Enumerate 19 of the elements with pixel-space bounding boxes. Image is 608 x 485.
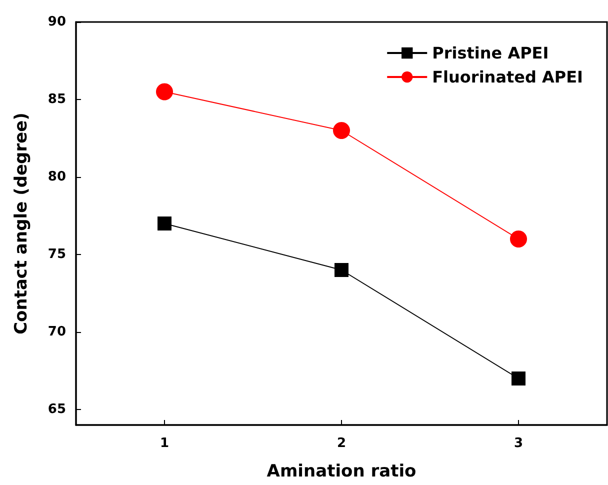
y-axis-title: Contact angle (degree) <box>12 112 32 334</box>
point <box>512 372 526 386</box>
x-axis-title: Amination ratio <box>266 462 416 482</box>
point <box>510 230 527 248</box>
y-tick-label: 65 <box>48 402 66 417</box>
x-tick-label: 3 <box>514 436 524 451</box>
y-tick-label: 85 <box>48 92 66 107</box>
y-tick-label: 80 <box>48 170 66 184</box>
point <box>156 83 173 100</box>
legend-label: Fluorinated APEI <box>432 68 583 86</box>
legend-label: Pristine APEI <box>432 44 549 62</box>
y-tick-label: 90 <box>48 14 66 30</box>
point <box>158 216 172 230</box>
point <box>334 263 348 277</box>
y-tick-label: 70 <box>48 324 66 340</box>
point <box>333 122 350 139</box>
x-tick-label: 2 <box>336 436 346 451</box>
x-tick-label: 1 <box>160 436 170 451</box>
y-tick-label: 75 <box>48 247 66 262</box>
